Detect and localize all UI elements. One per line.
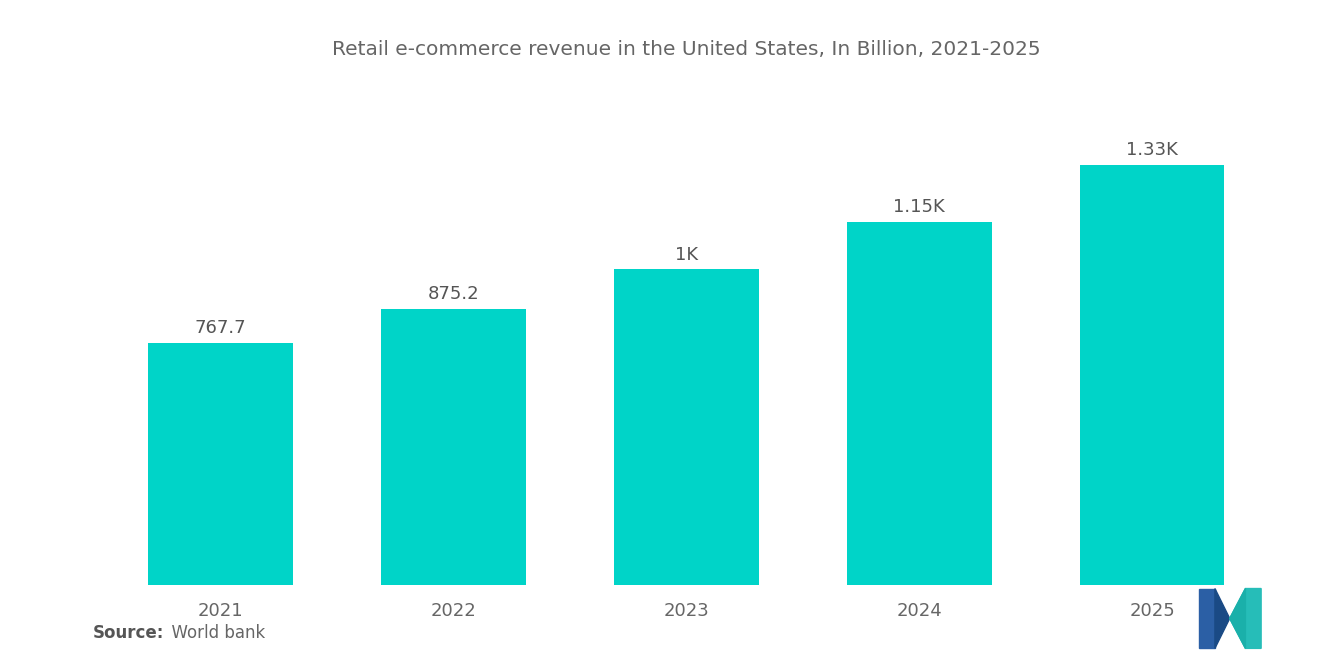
Bar [1080, 165, 1225, 585]
Text: 767.7: 767.7 [195, 319, 247, 337]
Polygon shape [1200, 589, 1214, 648]
Text: Source:: Source: [92, 624, 164, 642]
Text: 1K: 1K [675, 245, 698, 263]
Polygon shape [1230, 589, 1246, 648]
Text: 1.33K: 1.33K [1126, 142, 1179, 160]
Bar [614, 269, 759, 585]
Text: 875.2: 875.2 [428, 285, 479, 303]
Text: 1.15K: 1.15K [894, 198, 945, 216]
Bar [847, 222, 991, 585]
Polygon shape [1214, 589, 1230, 648]
Bar [148, 342, 293, 585]
Title: Retail e-commerce revenue in the United States, In Billion, 2021-2025: Retail e-commerce revenue in the United … [333, 40, 1040, 59]
Polygon shape [1230, 589, 1261, 648]
Text: World bank: World bank [161, 624, 265, 642]
Bar [381, 309, 525, 585]
